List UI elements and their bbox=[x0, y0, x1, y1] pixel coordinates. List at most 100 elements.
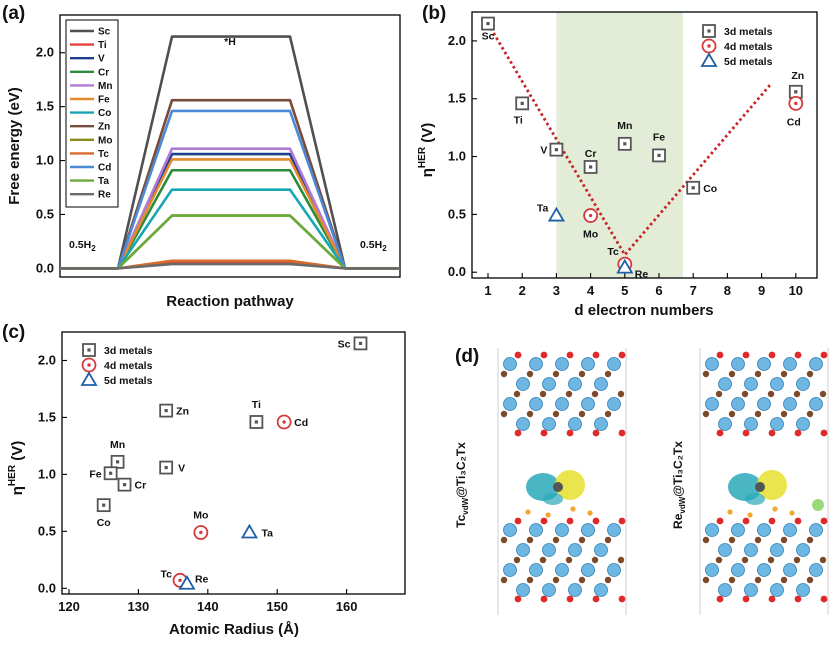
chart-c-x-tick-label: 160 bbox=[336, 599, 358, 614]
oxygen-atom bbox=[592, 429, 600, 437]
oxygen-atom bbox=[592, 595, 600, 603]
chart-c-y-tick-label: 0.5 bbox=[38, 523, 56, 538]
oxygen-atom bbox=[742, 595, 750, 603]
titanium-atom bbox=[757, 523, 771, 537]
chart-c-point-label-zn: Zn bbox=[176, 406, 189, 418]
chart-b-x-tick-label: 5 bbox=[621, 283, 628, 298]
titanium-atom bbox=[783, 397, 797, 411]
marker-dot bbox=[164, 409, 168, 413]
carbon-atom bbox=[780, 576, 788, 584]
marker-dot bbox=[623, 142, 627, 146]
titanium-atom bbox=[581, 397, 595, 411]
titanium-atom bbox=[516, 417, 530, 431]
chart-b-y-tick-label: 1.0 bbox=[448, 149, 466, 164]
oxygen-atom bbox=[540, 351, 548, 359]
carbon-atom bbox=[780, 536, 788, 544]
carbon-atom bbox=[565, 390, 573, 398]
chart-c-legend: 3d metals 4d metals 5d metals bbox=[80, 343, 153, 387]
carbon-atom bbox=[500, 410, 508, 418]
titanium-atom bbox=[503, 397, 517, 411]
oxygen-atom bbox=[794, 429, 802, 437]
chart-c-point-label-mn: Mn bbox=[110, 439, 125, 451]
carbon-atom bbox=[702, 370, 710, 378]
titanium-atom bbox=[705, 357, 719, 371]
titanium-atom bbox=[744, 583, 758, 597]
chart-b-point-label-v: V bbox=[540, 145, 547, 157]
titanium-atom bbox=[796, 377, 810, 391]
hydrogen-atom bbox=[587, 510, 593, 516]
titanium-atom bbox=[503, 357, 517, 371]
carbon-atom bbox=[604, 410, 612, 418]
hydrogen-atom bbox=[772, 506, 778, 512]
chart-c-point-fe bbox=[103, 466, 118, 481]
carbon-atom bbox=[500, 370, 508, 378]
chart-a-series-lines bbox=[60, 35, 400, 270]
energy-profile-chart: 0.0 0.5 1.0 1.5 2.0 Reaction pathway Free en… bbox=[6, 14, 401, 310]
titanium-atom bbox=[542, 417, 556, 431]
chart-a-legend-label-ta: Ta bbox=[98, 176, 109, 187]
oxygen-atom bbox=[592, 351, 600, 359]
chart-c-point-label-tc: Tc bbox=[161, 568, 173, 580]
carbon-atom bbox=[715, 390, 723, 398]
panel-label-c: (c) bbox=[2, 322, 25, 343]
titanium-atom bbox=[731, 397, 745, 411]
chart-a-legend-label-cr: Cr bbox=[98, 67, 109, 78]
titanium-atom bbox=[594, 583, 608, 597]
carbon-atom bbox=[767, 390, 775, 398]
chart-b-y-tick-label: 0.5 bbox=[448, 206, 466, 221]
carbon-atom bbox=[702, 410, 710, 418]
hydrogen-atom bbox=[727, 509, 733, 515]
oxygen-atom bbox=[742, 429, 750, 437]
chart-c-point-label-sc: Sc bbox=[338, 338, 351, 350]
chart-a-y-tick-label: 0.5 bbox=[36, 206, 54, 221]
chart-a-y-tick-label: 0.0 bbox=[36, 260, 54, 275]
chart-a-frame bbox=[59, 14, 401, 278]
panel-label-d: (d) bbox=[455, 346, 479, 367]
oxygen-atom bbox=[768, 351, 776, 359]
oxygen-atom bbox=[716, 595, 724, 603]
titanium-atom bbox=[718, 543, 732, 557]
carbon-atom bbox=[741, 556, 749, 564]
carbon-atom bbox=[702, 536, 710, 544]
titanium-atom bbox=[607, 523, 621, 537]
atomic-radius-scatter-chart: 120 130 140 150 160 0.0 0.5 1.0 1.5 2.0 Sc Zn Ti Mn V… bbox=[7, 331, 406, 638]
titanium-atom bbox=[718, 377, 732, 391]
chart-c-ticks: 120 130 140 150 160 0.0 0.5 1.0 1.5 2.0 bbox=[38, 352, 358, 614]
carbon-atom bbox=[591, 556, 599, 564]
hydrogen-atom bbox=[545, 512, 551, 518]
chart-b-point-mn bbox=[617, 136, 632, 151]
carbon-atom bbox=[604, 370, 612, 378]
oxygen-atom bbox=[618, 517, 626, 525]
chart-b-point-label-fe: Fe bbox=[653, 131, 665, 143]
structure-tc-label: TcvdW@Ti₃C₂Tx bbox=[454, 442, 470, 528]
chart-c-legend-marker-3d bbox=[82, 343, 96, 357]
oxygen-atom bbox=[514, 351, 522, 359]
carbon-atom bbox=[702, 576, 710, 584]
carbon-atom bbox=[754, 576, 762, 584]
carbon-atom bbox=[728, 370, 736, 378]
chart-c-point-label-fe: Fe bbox=[89, 468, 101, 480]
chart-c-legend-label-5d: 5d metals bbox=[104, 375, 153, 387]
marker-dot bbox=[794, 101, 798, 106]
titanium-atom bbox=[705, 397, 719, 411]
chart-c-point-cr bbox=[117, 477, 132, 492]
chart-c-point-label-cd: Cd bbox=[294, 417, 308, 429]
marker-triangle bbox=[700, 52, 718, 67]
titanium-atom bbox=[516, 377, 530, 391]
titanium-atom bbox=[796, 417, 810, 431]
chart-c-point-label-ti: Ti bbox=[252, 399, 261, 411]
chart-c-legend-label-3d: 3d metals bbox=[104, 345, 153, 357]
carbon-atom bbox=[767, 556, 775, 564]
titanium-atom bbox=[555, 397, 569, 411]
marker-dot bbox=[520, 101, 524, 105]
titanium-atom bbox=[796, 543, 810, 557]
carbon-atom bbox=[754, 536, 762, 544]
marker-dot bbox=[486, 21, 490, 26]
chart-c-y-tick-label: 0.0 bbox=[38, 580, 56, 595]
chart-b-point-co bbox=[686, 180, 701, 195]
marker-dot bbox=[164, 465, 168, 470]
titanium-atom bbox=[555, 523, 569, 537]
titanium-atom bbox=[581, 523, 595, 537]
carbon-atom bbox=[539, 390, 547, 398]
carbon-atom bbox=[604, 536, 612, 544]
